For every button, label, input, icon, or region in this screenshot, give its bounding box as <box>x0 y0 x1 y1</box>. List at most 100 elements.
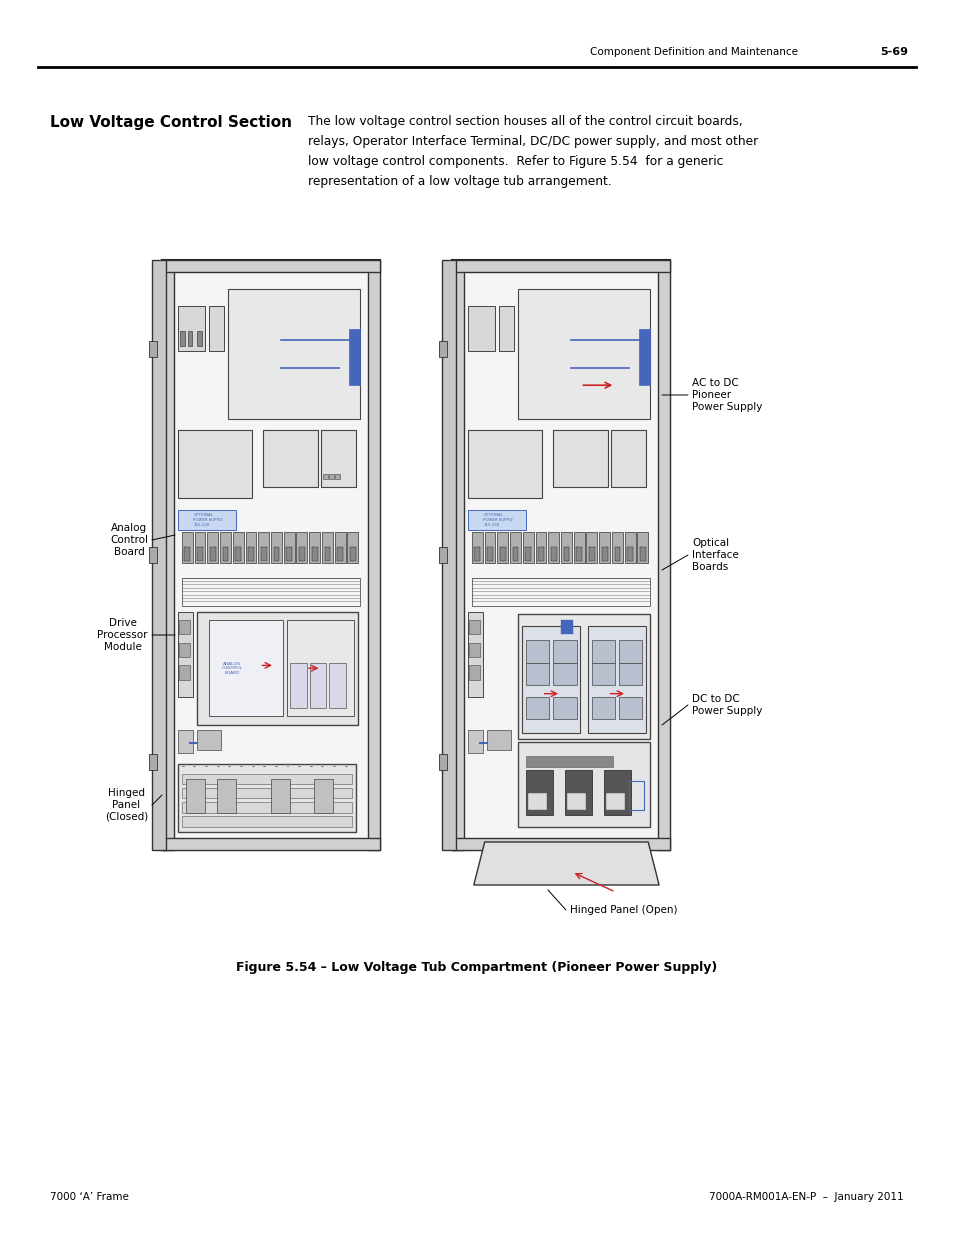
Text: OPTIONAL
POWER SUPPLY
115-230: OPTIONAL POWER SUPPLY 115-230 <box>483 514 513 526</box>
Text: 7000A-RM001A-EN-P  –  January 2011: 7000A-RM001A-EN-P – January 2011 <box>709 1192 903 1202</box>
Bar <box>452 261 669 850</box>
Text: DC to DC
Power Supply: DC to DC Power Supply <box>691 694 761 716</box>
Bar <box>605 793 624 810</box>
Bar <box>560 532 571 563</box>
Bar <box>182 774 352 784</box>
Bar <box>149 341 157 357</box>
Bar <box>233 532 243 563</box>
Bar <box>283 532 294 563</box>
Text: OPTIONAL
POWER SUPPLY
115-230: OPTIONAL POWER SUPPLY 115-230 <box>193 514 223 526</box>
Bar <box>525 662 549 685</box>
Bar <box>182 578 360 606</box>
Bar <box>348 329 360 385</box>
Bar <box>258 532 269 563</box>
Bar <box>592 640 615 662</box>
Bar <box>487 730 510 751</box>
Polygon shape <box>474 842 659 885</box>
Bar <box>335 532 345 563</box>
Bar <box>467 611 483 697</box>
Bar <box>611 431 646 487</box>
Bar <box>639 547 645 561</box>
Bar <box>263 431 317 487</box>
Bar <box>484 532 495 563</box>
Bar <box>603 771 630 815</box>
Text: Drive
Processor
Module: Drive Processor Module <box>97 619 148 652</box>
Text: Low Voltage Control Section: Low Voltage Control Section <box>50 115 292 130</box>
Bar <box>517 615 650 739</box>
Bar <box>162 261 379 272</box>
Bar <box>499 547 505 561</box>
Bar <box>438 753 447 769</box>
Text: The low voltage control section houses all of the control circuit boards,: The low voltage control section houses a… <box>308 115 742 128</box>
Bar <box>535 532 546 563</box>
Bar <box>162 261 173 850</box>
Bar <box>537 547 543 561</box>
Text: Hinged
Panel
(Closed): Hinged Panel (Closed) <box>105 788 148 821</box>
Bar <box>467 306 495 351</box>
Bar <box>550 547 556 561</box>
Bar <box>438 547 447 563</box>
Text: Figure 5.54 – Low Voltage Tub Compartment (Pioneer Power Supply): Figure 5.54 – Low Voltage Tub Compartmen… <box>236 961 717 973</box>
Bar <box>220 532 231 563</box>
Bar <box>329 474 334 479</box>
Bar <box>618 640 641 662</box>
Bar <box>178 620 191 635</box>
Bar <box>182 532 193 563</box>
Bar <box>588 547 594 561</box>
Bar <box>178 666 191 679</box>
Bar <box>186 778 205 813</box>
Bar <box>527 793 547 810</box>
Bar <box>149 753 157 769</box>
Bar <box>468 642 480 657</box>
Bar <box>260 547 266 561</box>
Text: low voltage control components.  Refer to Figure 5.54  for a generic: low voltage control components. Refer to… <box>308 156 722 168</box>
Bar <box>298 547 304 561</box>
Bar <box>553 431 607 487</box>
Bar <box>468 666 480 679</box>
Bar <box>184 547 190 561</box>
Bar <box>335 474 339 479</box>
Bar <box>197 331 202 346</box>
Bar <box>525 756 613 767</box>
Bar <box>323 474 328 479</box>
Bar <box>228 289 360 419</box>
Bar <box>324 547 330 561</box>
Bar <box>210 547 215 561</box>
Text: 7000 ‘A’ Frame: 7000 ‘A’ Frame <box>50 1192 129 1202</box>
Bar <box>271 778 290 813</box>
Bar <box>197 730 220 751</box>
Bar <box>314 778 333 813</box>
Bar <box>197 611 358 725</box>
Bar <box>627 547 633 561</box>
Bar <box>472 532 482 563</box>
Bar <box>637 532 648 563</box>
Bar <box>245 532 256 563</box>
Bar <box>598 532 609 563</box>
Bar <box>177 611 193 697</box>
Bar <box>474 547 479 561</box>
Bar <box>312 547 317 561</box>
Bar <box>271 532 281 563</box>
Bar <box>182 816 352 826</box>
Text: representation of a low voltage tub arrangement.: representation of a low voltage tub arra… <box>308 175 611 188</box>
Bar <box>438 341 447 357</box>
Bar <box>563 547 569 561</box>
Bar <box>194 532 205 563</box>
Bar <box>517 289 650 419</box>
Bar <box>497 532 508 563</box>
Bar <box>441 261 456 850</box>
Bar <box>521 626 579 734</box>
Bar <box>188 331 193 346</box>
Bar <box>566 793 585 810</box>
Bar <box>452 261 669 272</box>
Bar <box>178 642 191 657</box>
Bar <box>586 532 597 563</box>
Bar <box>182 788 352 798</box>
Bar <box>177 764 356 832</box>
Bar <box>592 697 615 719</box>
Text: Component Definition and Maintenance: Component Definition and Maintenance <box>589 47 797 57</box>
Bar <box>347 532 358 563</box>
Bar <box>601 547 607 561</box>
Bar <box>162 839 379 850</box>
Bar <box>510 532 520 563</box>
